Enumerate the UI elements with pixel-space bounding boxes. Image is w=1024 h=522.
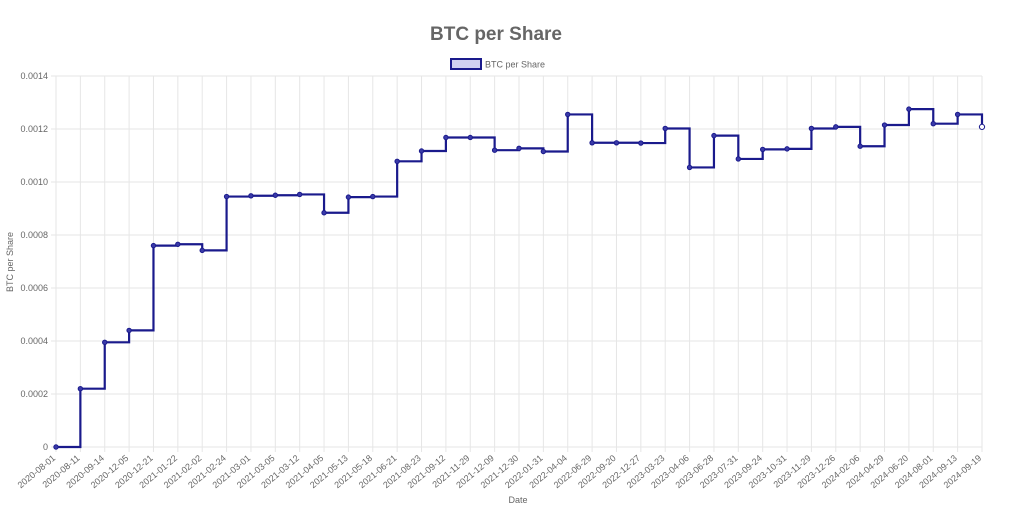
data-point: [759, 146, 766, 153]
data-point: [394, 158, 400, 165]
y-axis: 0.0014 0.0012 0.0010 0.0008 0.0006 0.0004 0.00…: [20, 71, 48, 452]
legend[interactable]: BTC per Share: [450, 58, 545, 70]
data-point: [540, 148, 547, 155]
y-tick-label: 0.0014: [20, 71, 48, 81]
data-point: [296, 191, 303, 198]
data-point: [175, 241, 181, 247]
legend-swatch: [450, 58, 482, 70]
data-point: [881, 122, 888, 128]
data-point: [686, 164, 693, 171]
y-tick-label: 0.0002: [20, 389, 48, 399]
y-tick-label: 0.0006: [20, 283, 48, 293]
data-point: [491, 147, 498, 153]
data-point: [516, 145, 522, 152]
data-point: [370, 193, 376, 200]
data-point: [272, 192, 279, 198]
data-point: [589, 140, 595, 146]
data-point: [102, 339, 108, 346]
data-point: [418, 148, 425, 154]
y-tick-label: 0.0004: [20, 336, 48, 346]
legend-label: BTC per Share: [485, 60, 545, 70]
y-tick-label: 0.0008: [20, 230, 48, 240]
y-tick-label: 0.0010: [20, 177, 48, 187]
data-point: [223, 193, 230, 200]
data-point: [199, 247, 205, 254]
data-point: [954, 111, 961, 118]
x-axis-title: Date: [508, 495, 527, 505]
data-point: [53, 444, 59, 450]
data-point: [930, 121, 936, 127]
data-point: [638, 140, 644, 146]
y-axis-title: BTC per Share: [5, 232, 15, 292]
series-btc-per-share: [53, 106, 986, 450]
data-point: [77, 386, 84, 392]
x-axis: 2020-08-012020-08-112020-09-142020-12-05…: [16, 453, 984, 490]
data-point: [735, 156, 742, 162]
data-point: [662, 125, 668, 132]
data-point: [906, 106, 912, 112]
data-point: [126, 327, 132, 334]
data-point: [248, 193, 254, 199]
data-point: [443, 134, 449, 141]
data-point: [321, 210, 327, 216]
data-point: [467, 134, 473, 141]
y-tick-label: 0.0012: [20, 124, 48, 134]
data-point: [784, 146, 790, 152]
data-point: [150, 242, 157, 249]
data-point: [345, 194, 352, 200]
y-tick-label: 0: [43, 442, 48, 452]
chart-title: BTC per Share: [430, 24, 562, 45]
data-point: [613, 140, 620, 146]
data-point: [833, 124, 839, 130]
grid-lines: [51, 75, 983, 452]
data-point: [978, 123, 986, 130]
data-point: [808, 125, 815, 132]
data-point: [565, 111, 571, 118]
data-point: [711, 132, 717, 139]
data-point: [857, 143, 863, 149]
